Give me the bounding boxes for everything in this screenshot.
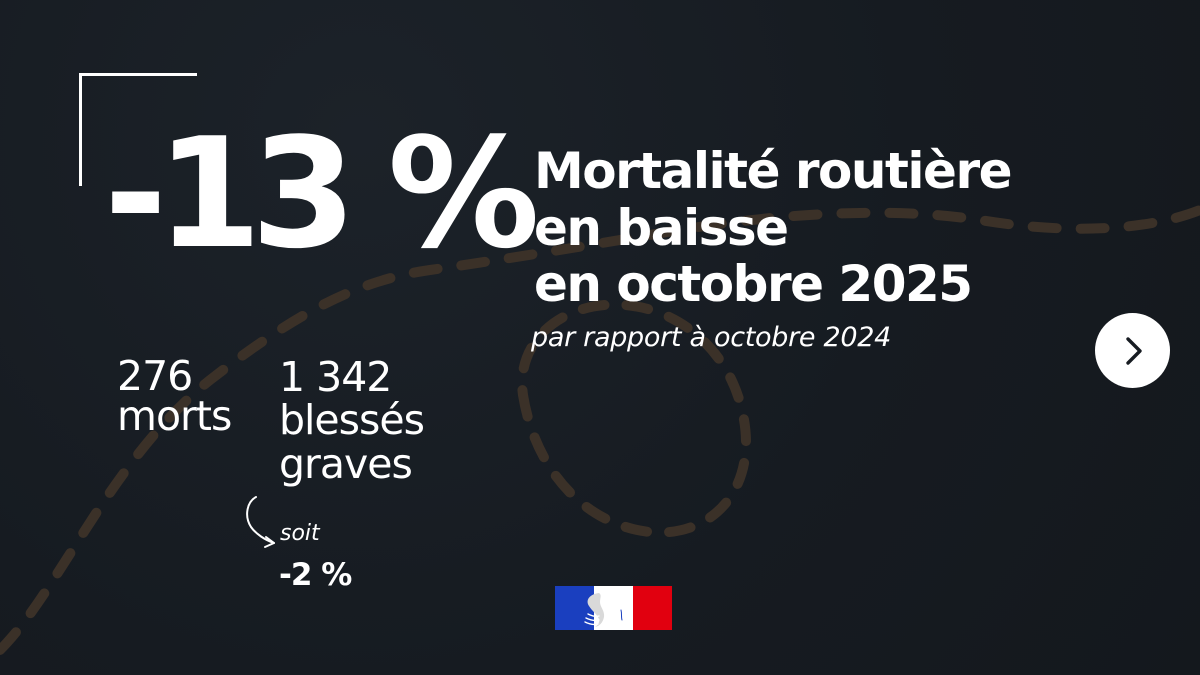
injuries-label-line-1: blessés: [279, 396, 425, 445]
headline-line-3: en octobre 2025: [534, 255, 973, 313]
headline-line-1: Mortalité routière: [534, 142, 1013, 200]
injuries-label-line-2: graves: [279, 439, 413, 488]
corner-frame-top: [79, 73, 197, 76]
flag-red-band: [633, 586, 672, 630]
deaths-stat: 276 morts: [117, 352, 232, 441]
main-stat-percent: -13 %: [104, 105, 540, 282]
injuries-change-value: -2 %: [279, 557, 352, 593]
corner-frame-left: [79, 73, 82, 186]
injuries-change-label: soit: [280, 521, 320, 546]
chevron-right-icon: [1125, 336, 1142, 365]
comparison-period: par rapport à octobre 2024: [531, 322, 892, 353]
government-logo: [555, 586, 672, 630]
serious-injuries-stat: 1 342 blessés graves: [279, 353, 425, 488]
injuries-value: 1 342: [279, 353, 392, 401]
deaths-label: morts: [117, 392, 232, 441]
headline-line-2: en baisse: [534, 198, 789, 257]
next-slide-button[interactable]: [1095, 313, 1170, 388]
headline-block: Mortalité routière en baisse en octobre …: [534, 143, 1074, 313]
deaths-value: 276: [117, 352, 193, 400]
curved-arrow-icon: [246, 496, 275, 548]
marianne-icon: [584, 589, 624, 630]
